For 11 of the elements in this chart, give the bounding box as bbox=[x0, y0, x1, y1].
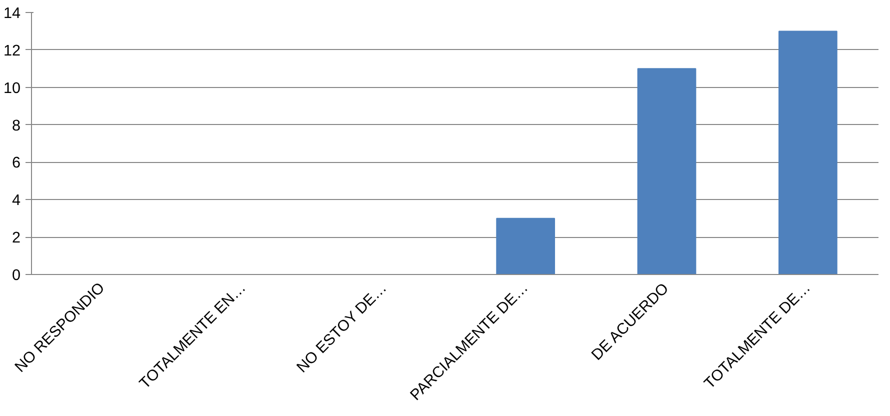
y-tick-label: 12 bbox=[3, 42, 21, 60]
y-tick-label: 2 bbox=[12, 230, 21, 247]
y-tick-label: 10 bbox=[3, 80, 21, 97]
y-tick-label: 14 bbox=[3, 5, 21, 22]
bar bbox=[496, 218, 556, 274]
y-tick-label: 0 bbox=[12, 267, 21, 284]
y-tick-label: 8 bbox=[12, 117, 21, 134]
y-tick-label: 4 bbox=[12, 192, 21, 210]
bar bbox=[637, 68, 696, 274]
y-tick-label: 6 bbox=[12, 154, 21, 172]
bar bbox=[778, 30, 838, 274]
